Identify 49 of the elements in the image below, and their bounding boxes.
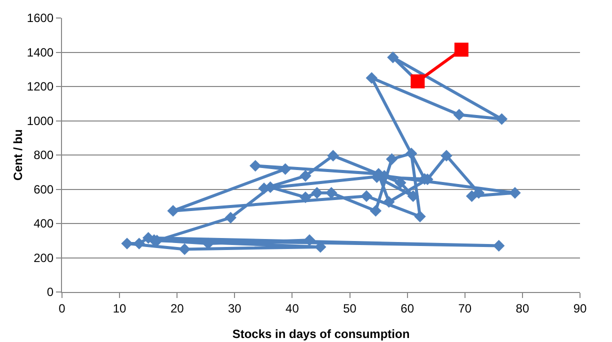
y-axis-title: Cent / bu (10, 129, 25, 181)
point (387, 52, 399, 64)
y-tick-label: 0 (46, 285, 54, 300)
point (414, 210, 426, 222)
point (121, 238, 133, 250)
point (224, 212, 236, 224)
point (326, 187, 338, 199)
point (300, 191, 312, 204)
point (370, 204, 382, 217)
point (178, 243, 190, 256)
x-tick-label: 60 (400, 301, 414, 316)
point (133, 238, 145, 250)
y-tick-label: 200 (34, 250, 54, 265)
point (304, 234, 316, 246)
point (453, 108, 465, 121)
point (406, 148, 418, 160)
y-tick-label: 800 (34, 148, 54, 162)
point (493, 240, 505, 252)
point (366, 72, 378, 84)
point (509, 187, 521, 199)
point (466, 190, 478, 202)
x-tick-label: 40 (286, 301, 300, 316)
point (250, 160, 262, 172)
point (300, 170, 312, 182)
x-tick-label: 0 (58, 301, 66, 316)
x-tick-label: 10 (112, 301, 127, 316)
point (496, 113, 508, 125)
y-tick-label: 1600 (26, 11, 54, 26)
point (383, 196, 395, 208)
point (360, 190, 372, 202)
x-tick-label: 70 (458, 301, 472, 316)
y-tick-label: 600 (34, 182, 54, 196)
x-tick-label: 20 (170, 301, 184, 316)
y-tick-label: 1200 (26, 80, 54, 94)
point (440, 150, 452, 162)
x-tick-label: 80 (516, 301, 530, 316)
x-tick-label: 90 (573, 301, 587, 316)
point (454, 42, 468, 57)
point (167, 204, 179, 217)
x-tick-label: 30 (228, 301, 242, 316)
y-tick-label: 400 (34, 216, 54, 231)
point (311, 187, 323, 199)
point (407, 190, 419, 202)
point (386, 153, 398, 165)
y-tick-label: 1000 (26, 114, 54, 128)
y-tick-label: 1400 (26, 45, 54, 60)
point (327, 150, 339, 162)
x-axis-title: Stocks in days of consumption (232, 327, 410, 341)
x-tick-label: 50 (343, 301, 357, 316)
